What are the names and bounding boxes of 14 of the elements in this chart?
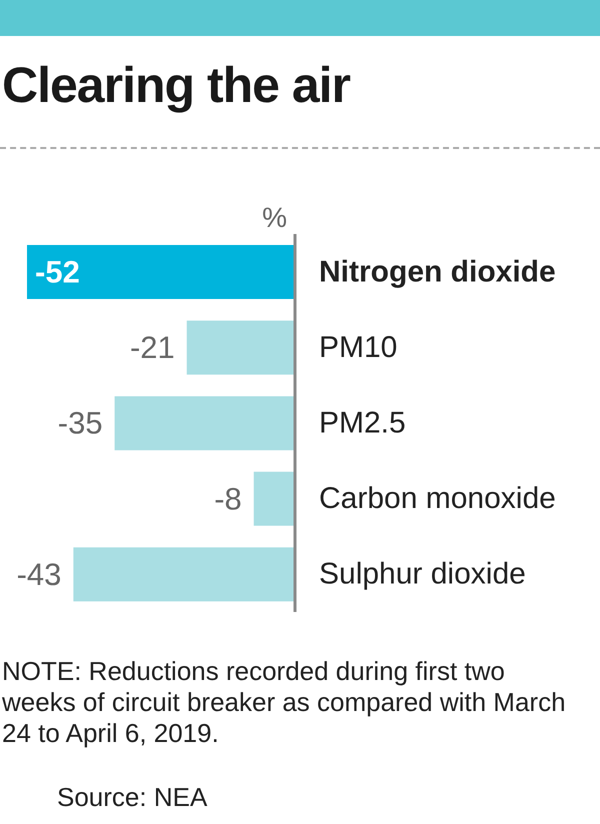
text: NOTE: Reductions recorded during first two weeks of circuit breaker as compared with March 24 to April 6, 2019. — [2, 656, 567, 749]
y-tick-label: PM10 — [319, 330, 398, 364]
source-note: Source: NEA — [57, 782, 208, 813]
y-tick-label: Carbon monoxide — [319, 482, 556, 516]
data-label: -35 — [58, 406, 103, 441]
y-tick-label: Nitrogen dioxide — [319, 255, 556, 288]
data-label: -43 — [16, 556, 62, 592]
x-axis-title: % — [262, 202, 287, 234]
data-label: -8 — [214, 481, 242, 516]
data-label: -21 — [130, 330, 175, 366]
data-label: -52 — [35, 254, 80, 290]
y-tick-label: Sulphur dioxide — [319, 558, 526, 591]
chart-title: Clearing the air — [2, 56, 350, 114]
y-tick-label: PM2.5 — [319, 406, 406, 440]
